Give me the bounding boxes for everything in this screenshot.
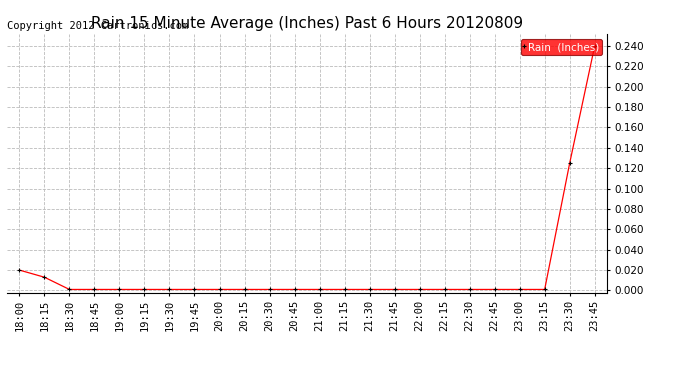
Rain  (Inches) xyxy=(15,268,23,272)
Rain  (Inches) xyxy=(40,275,48,279)
Rain  (Inches) xyxy=(340,287,348,292)
Title: Rain 15 Minute Average (Inches) Past 6 Hours 20120809: Rain 15 Minute Average (Inches) Past 6 H… xyxy=(91,16,523,31)
Rain  (Inches) xyxy=(266,287,274,292)
Rain  (Inches) xyxy=(415,287,424,292)
Rain  (Inches) xyxy=(440,287,449,292)
Rain  (Inches) xyxy=(290,287,299,292)
Rain  (Inches) xyxy=(566,161,574,165)
Rain  (Inches) xyxy=(90,287,99,292)
Rain  (Inches) xyxy=(190,287,199,292)
Rain  (Inches) xyxy=(315,287,324,292)
Rain  (Inches) xyxy=(391,287,399,292)
Rain  (Inches) xyxy=(540,287,549,292)
Rain  (Inches) xyxy=(491,287,499,292)
Text: Copyright 2012 Cartronics.com: Copyright 2012 Cartronics.com xyxy=(7,21,188,31)
Rain  (Inches) xyxy=(166,287,174,292)
Rain  (Inches) xyxy=(515,287,524,292)
Rain  (Inches) xyxy=(366,287,374,292)
Rain  (Inches) xyxy=(66,287,74,292)
Rain  (Inches) xyxy=(115,287,124,292)
Rain  (Inches) xyxy=(466,287,474,292)
Rain  (Inches) xyxy=(215,287,224,292)
Legend: Rain  (Inches): Rain (Inches) xyxy=(522,39,602,55)
Rain  (Inches) xyxy=(240,287,248,292)
Rain  (Inches) xyxy=(591,44,599,48)
Rain  (Inches) xyxy=(140,287,148,292)
Line: Rain  (Inches): Rain (Inches) xyxy=(17,44,597,292)
